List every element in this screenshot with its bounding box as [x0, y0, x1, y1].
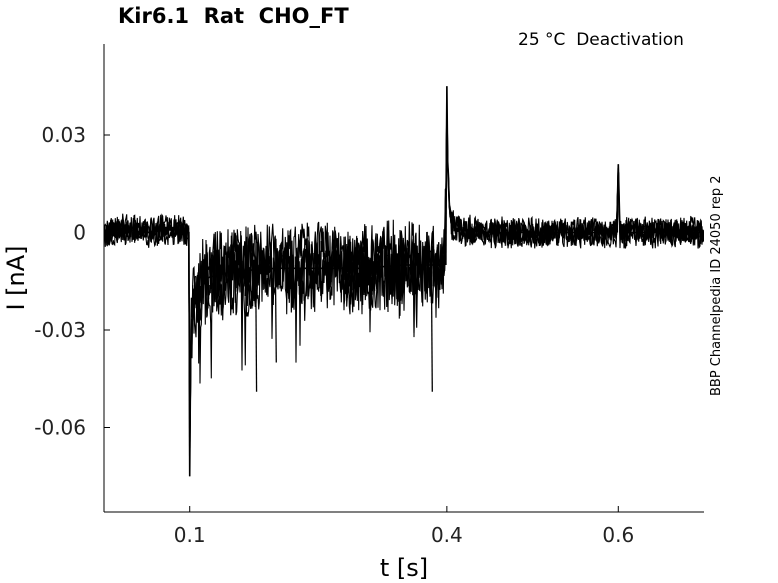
source-id-label: BBP Channelpedia ID 24050 rep 2 — [709, 175, 724, 396]
y-tick-label: 0 — [73, 221, 86, 245]
transient-spike-1 — [188, 232, 191, 477]
y-tick-label: -0.06 — [34, 416, 86, 440]
transient-spike-3 — [616, 164, 619, 233]
current-traces — [104, 86, 704, 477]
chart-title: Kir6.1 Rat CHO_FT — [118, 4, 349, 28]
axes — [103, 44, 704, 513]
y-ticks: 0.03 0 -0.03 -0.06 — [34, 123, 110, 440]
current-sweep-4 — [104, 107, 704, 442]
transient-spike-5 — [274, 271, 277, 363]
y-tick-label: 0.03 — [41, 123, 86, 147]
temperature-protocol-annotation: 25 °C Deactivation — [518, 30, 684, 50]
x-tick-label: 0.6 — [602, 523, 634, 547]
x-axis-label: t [s] — [380, 554, 428, 582]
x-tick-label: 0.1 — [174, 523, 206, 547]
y-axis-label: I [nA] — [2, 245, 30, 310]
y-tick-label: -0.03 — [34, 318, 86, 342]
transient-spike-4 — [255, 271, 258, 392]
x-ticks: 0.1 0.4 0.6 — [174, 506, 634, 547]
x-tick-label: 0.4 — [431, 523, 463, 547]
transient-spike-2 — [445, 86, 448, 266]
transient-spike-6 — [430, 271, 433, 392]
